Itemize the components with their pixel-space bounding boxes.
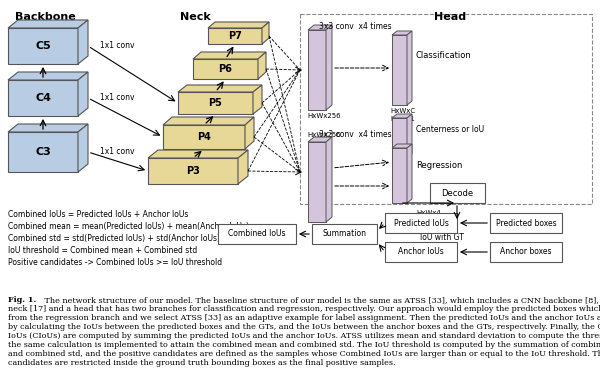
- Polygon shape: [208, 28, 262, 44]
- Text: 1x1 conv: 1x1 conv: [100, 93, 134, 103]
- Text: IoU with GT: IoU with GT: [420, 232, 464, 241]
- Text: Neck: Neck: [179, 12, 211, 22]
- Text: 1x1 conv: 1x1 conv: [100, 148, 134, 157]
- Polygon shape: [326, 137, 332, 222]
- Text: the same calculation is implemented to attain the combined mean and combined std: the same calculation is implemented to a…: [8, 341, 600, 349]
- Text: and combined std, and the positive candidates are defined as the samples whose C: and combined std, and the positive candi…: [8, 350, 600, 358]
- Text: HxWx256: HxWx256: [307, 113, 341, 119]
- Polygon shape: [78, 20, 88, 64]
- Text: The network structure of our model. The baseline structure of our model is the s: The network structure of our model. The …: [42, 296, 600, 304]
- Text: P7: P7: [228, 31, 242, 41]
- Polygon shape: [308, 25, 332, 30]
- FancyBboxPatch shape: [430, 183, 485, 203]
- Text: P6: P6: [218, 64, 232, 74]
- Text: Head: Head: [434, 12, 466, 22]
- Polygon shape: [262, 22, 269, 44]
- Text: Decode: Decode: [442, 189, 473, 198]
- Polygon shape: [78, 124, 88, 172]
- Polygon shape: [392, 35, 407, 105]
- Polygon shape: [8, 132, 78, 172]
- FancyBboxPatch shape: [218, 224, 296, 244]
- Polygon shape: [392, 118, 407, 158]
- Text: C4: C4: [35, 93, 51, 103]
- Polygon shape: [178, 85, 262, 92]
- Polygon shape: [148, 150, 248, 158]
- Polygon shape: [392, 148, 407, 203]
- Polygon shape: [392, 114, 412, 118]
- Polygon shape: [308, 137, 332, 142]
- Text: HxWx256: HxWx256: [307, 132, 341, 138]
- Text: Classification: Classification: [416, 51, 472, 60]
- Text: Predicted boxes: Predicted boxes: [496, 218, 556, 228]
- Text: HxWx4: HxWx4: [416, 210, 441, 216]
- Polygon shape: [193, 52, 266, 59]
- Text: HxWx1: HxWx1: [390, 116, 415, 122]
- Text: P3: P3: [186, 166, 200, 176]
- Text: 3x3 conv  x4 times: 3x3 conv x4 times: [319, 22, 391, 31]
- Polygon shape: [238, 150, 248, 184]
- Polygon shape: [253, 85, 262, 114]
- Text: IoU threshold = Combined mean + Combined std: IoU threshold = Combined mean + Combined…: [8, 246, 197, 255]
- Text: Anchor boxes: Anchor boxes: [500, 247, 552, 257]
- Polygon shape: [407, 31, 412, 105]
- Polygon shape: [163, 125, 245, 149]
- Text: Combined IoUs = Predicted IoUs + Anchor IoUs: Combined IoUs = Predicted IoUs + Anchor …: [8, 210, 188, 219]
- Text: 3x3 conv  x4 times: 3x3 conv x4 times: [319, 130, 391, 139]
- Polygon shape: [407, 144, 412, 203]
- Text: Backbone: Backbone: [14, 12, 76, 22]
- Text: Summation: Summation: [323, 230, 367, 238]
- Text: P4: P4: [197, 132, 211, 142]
- Polygon shape: [78, 72, 88, 116]
- Polygon shape: [8, 124, 88, 132]
- FancyBboxPatch shape: [312, 224, 377, 244]
- Text: Combined IoUs: Combined IoUs: [228, 230, 286, 238]
- Polygon shape: [193, 59, 258, 79]
- Text: 1x1 conv: 1x1 conv: [100, 42, 134, 51]
- Text: Positive candidates -> Combined IoUs >= IoU threshold: Positive candidates -> Combined IoUs >= …: [8, 258, 222, 267]
- Polygon shape: [258, 52, 266, 79]
- Polygon shape: [308, 30, 326, 110]
- Polygon shape: [392, 144, 412, 148]
- Text: HxWxC: HxWxC: [390, 108, 415, 114]
- Polygon shape: [407, 114, 412, 158]
- Text: Combined std = std(Predicted IoUs) + std(Anchor IoUs): Combined std = std(Predicted IoUs) + std…: [8, 234, 220, 243]
- Polygon shape: [326, 25, 332, 110]
- FancyBboxPatch shape: [385, 242, 457, 262]
- FancyBboxPatch shape: [385, 213, 457, 233]
- Text: Predicted IoUs: Predicted IoUs: [394, 218, 448, 228]
- Text: Anchor IoUs: Anchor IoUs: [398, 247, 444, 257]
- Text: Combined mean = mean(Predicted IoUs) + mean(Anchor IoUs): Combined mean = mean(Predicted IoUs) + m…: [8, 222, 249, 231]
- Polygon shape: [8, 20, 88, 28]
- FancyBboxPatch shape: [490, 242, 562, 262]
- Polygon shape: [392, 31, 412, 35]
- Text: Fig. 1.: Fig. 1.: [8, 296, 36, 304]
- Text: candidates are restricted inside the ground truth bounding boxes as the final po: candidates are restricted inside the gro…: [8, 359, 395, 367]
- Polygon shape: [148, 158, 238, 184]
- Text: by calculating the IoUs between the predicted boxes and the GTs, and the IoUs be: by calculating the IoUs between the pred…: [8, 323, 600, 331]
- Text: C5: C5: [35, 41, 51, 51]
- Polygon shape: [245, 117, 254, 149]
- Polygon shape: [163, 117, 254, 125]
- Text: Regression: Regression: [416, 160, 463, 170]
- Text: C3: C3: [35, 147, 51, 157]
- Polygon shape: [8, 80, 78, 116]
- Polygon shape: [208, 22, 269, 28]
- Polygon shape: [8, 28, 78, 64]
- Text: from the regression branch and we select ATSS [33] as an adaptive example for la: from the regression branch and we select…: [8, 314, 600, 322]
- Polygon shape: [308, 142, 326, 222]
- FancyBboxPatch shape: [490, 213, 562, 233]
- Polygon shape: [178, 92, 253, 114]
- Text: Centerness or IoU: Centerness or IoU: [416, 125, 484, 135]
- Text: IoUs (CIoUs) are computed by summing the predicted IoUs and the anchor IoUs. ATS: IoUs (CIoUs) are computed by summing the…: [8, 332, 600, 340]
- Text: neck [17] and a head that has two branches for classification and regression, re: neck [17] and a head that has two branch…: [8, 305, 600, 313]
- Polygon shape: [8, 72, 88, 80]
- Text: P5: P5: [209, 98, 223, 108]
